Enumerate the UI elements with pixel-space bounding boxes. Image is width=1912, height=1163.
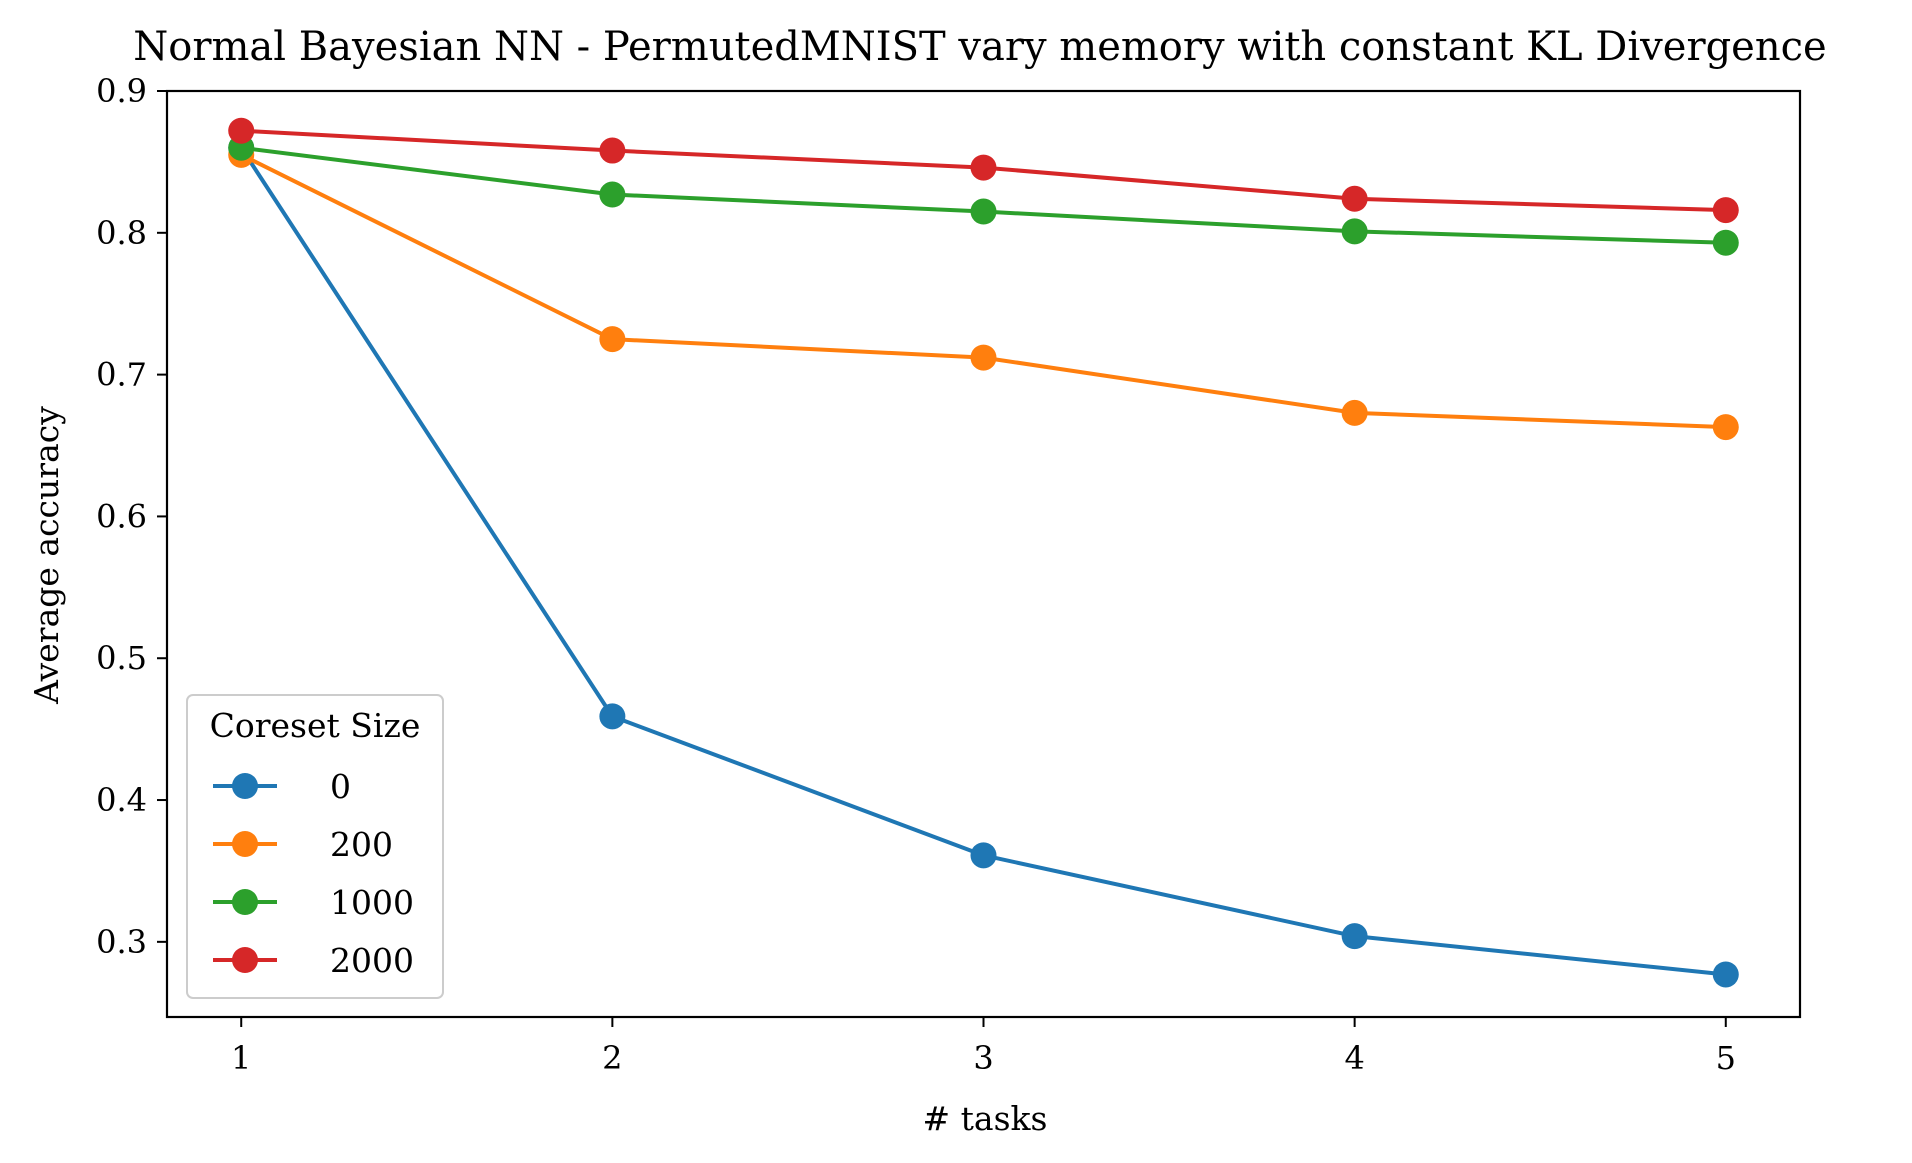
data-point xyxy=(599,703,626,730)
legend-item-1000: 1000 xyxy=(213,883,414,922)
legend-label: 200 xyxy=(330,825,393,864)
y-tick-label: 0.5 xyxy=(96,639,147,677)
data-point xyxy=(970,154,997,181)
data-point xyxy=(599,326,626,353)
x-tick-label: 3 xyxy=(973,1039,993,1077)
data-point xyxy=(970,842,997,869)
legend-label: 2000 xyxy=(330,941,414,980)
legend-item-200: 200 xyxy=(213,825,393,864)
y-tick-label: 0.3 xyxy=(96,923,147,961)
x-tick-label: 1 xyxy=(231,1039,251,1077)
legend-swatch-marker xyxy=(232,831,258,857)
y-tick-label: 0.8 xyxy=(96,214,147,252)
data-point xyxy=(970,344,997,371)
x-tick-label: 4 xyxy=(1344,1039,1364,1077)
data-point xyxy=(228,117,255,144)
axes: 1 2 3 4 5 0.3 0.4 0.5 0.6 0.7 0.8 0.9 xyxy=(96,72,1802,1077)
series-2000 xyxy=(228,117,1739,224)
data-point xyxy=(1341,399,1368,426)
series-layer xyxy=(228,117,1739,988)
data-point xyxy=(1341,923,1368,950)
series-line xyxy=(240,153,1726,430)
legend-label: 0 xyxy=(330,767,351,806)
legend-item-0: 0 xyxy=(213,767,351,806)
x-tick-label: 5 xyxy=(1716,1039,1736,1077)
legend-item-2000: 2000 xyxy=(213,941,414,980)
legend-swatch-marker xyxy=(232,889,258,915)
legend-swatch-marker xyxy=(232,773,258,799)
data-point xyxy=(599,181,626,208)
x-axis-label: # tasks xyxy=(923,1099,1048,1138)
series-200 xyxy=(228,141,1739,441)
data-point xyxy=(599,137,626,164)
chart-title: Normal Bayesian NN - PermutedMNIST vary … xyxy=(133,24,1826,70)
y-tick-label: 0.7 xyxy=(96,356,147,394)
data-point xyxy=(1341,218,1368,245)
x-tick-label: 2 xyxy=(602,1039,622,1077)
legend-label: 1000 xyxy=(330,883,414,922)
y-tick-label: 0.9 xyxy=(96,72,147,110)
y-axis-label: Average accuracy xyxy=(27,406,66,705)
series-1000 xyxy=(228,134,1739,256)
legend-title: Coreset Size xyxy=(210,706,421,745)
data-point xyxy=(970,198,997,225)
y-tick-label: 0.6 xyxy=(96,497,147,535)
legend: Coreset Size 0 200 1000 2000 xyxy=(186,694,444,999)
data-point xyxy=(1341,185,1368,212)
data-point xyxy=(1712,197,1739,224)
data-point xyxy=(1712,414,1739,441)
data-point xyxy=(1712,229,1739,256)
y-tick-label: 0.4 xyxy=(96,781,147,819)
data-point xyxy=(1712,961,1739,988)
legend-swatch-marker xyxy=(232,947,258,973)
legend-box xyxy=(186,694,444,999)
